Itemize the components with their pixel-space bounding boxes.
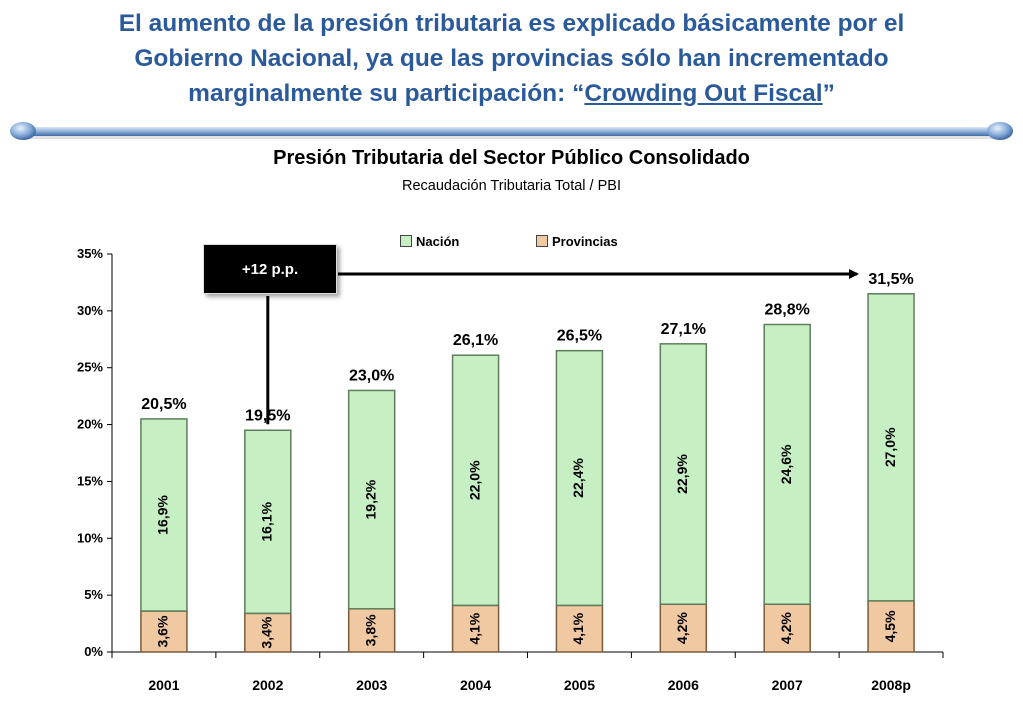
data-label-provincias: 4,1% — [570, 612, 586, 644]
data-label-nacion: 19,2% — [362, 479, 378, 519]
data-label-provincias: 3,4% — [259, 616, 275, 648]
bar-nacion — [347, 389, 396, 610]
headline-line-2: Gobierno Nacional, ya que las provincias… — [134, 45, 889, 72]
legend-item-nacion: Nación — [400, 234, 459, 249]
y-tick-label: 35% — [77, 246, 103, 261]
bar-nacion — [867, 293, 915, 602]
total-label: 31,5% — [868, 271, 913, 288]
headline-line-3: marginalmente su participación: “Crowdin… — [20, 76, 1003, 111]
bar-nacion — [451, 354, 500, 607]
total-label: 26,1% — [453, 332, 498, 349]
title-divider-rod — [10, 122, 1013, 140]
x-tick-label: 2008p — [871, 677, 911, 693]
data-label-provincias: 4,5% — [882, 610, 898, 642]
total-label: 27,1% — [661, 321, 706, 338]
x-tick-label: 2007 — [772, 677, 803, 693]
y-tick-label: 20% — [77, 417, 103, 432]
headline-line-1: El aumento de la presión tributaria es e… — [118, 10, 905, 37]
total-label: 28,8% — [765, 302, 810, 319]
data-label-nacion: 16,1% — [259, 501, 275, 541]
y-tick-label: 25% — [77, 360, 103, 375]
headline-quote: Crowding Out Fiscal — [584, 80, 823, 107]
total-label: 23,0% — [349, 367, 394, 384]
bar-provincias — [867, 600, 915, 653]
bar-provincias — [555, 604, 604, 653]
chart-subtitle: Recaudación Tributaria Total / PBI — [402, 178, 621, 194]
bar-provincias — [140, 610, 188, 653]
legend-item-provincias: Provincias — [536, 234, 618, 249]
y-tick-label: 0% — [84, 644, 103, 659]
bar-nacion — [659, 343, 708, 605]
chart-title: Presión Tributaria del Sector Público Co… — [273, 147, 750, 169]
bar-nacion — [555, 349, 604, 607]
bar-nacion — [140, 418, 188, 612]
legend-label-nacion: Nación — [416, 234, 460, 249]
bar-provincias — [659, 603, 708, 653]
bar-provincias — [451, 604, 500, 653]
x-tick-label: 2004 — [460, 677, 491, 693]
x-tick-label: 2002 — [252, 677, 283, 693]
headline-line-3-pre: marginalmente su participación: “ — [188, 80, 585, 107]
data-label-provincias: 4,1% — [466, 612, 482, 644]
x-tick-label: 2001 — [148, 677, 179, 693]
data-label-nacion: 22,4% — [570, 458, 586, 498]
total-label: 26,5% — [557, 328, 602, 345]
y-tick-label: 30% — [77, 303, 103, 318]
bar-provincias — [347, 608, 396, 653]
slide-headline: El aumento de la presión tributaria es e… — [20, 6, 1003, 111]
legend-swatch-nacion — [400, 235, 412, 247]
data-label-provincias: 4,2% — [674, 612, 690, 644]
x-tick-label: 2003 — [356, 677, 387, 693]
bar-nacion — [244, 429, 292, 615]
data-label-provincias: 3,6% — [155, 615, 171, 647]
data-label-nacion: 27,0% — [882, 427, 898, 467]
data-label-nacion: 24,6% — [778, 444, 794, 484]
x-tick-label: 2005 — [564, 677, 595, 693]
legend-label-provincias: Provincias — [552, 234, 618, 249]
data-label-nacion: 22,9% — [674, 454, 690, 494]
y-tick-label: 10% — [77, 530, 103, 545]
data-label-nacion: 22,0% — [466, 460, 482, 500]
x-tick-label: 2006 — [668, 677, 699, 693]
bar-nacion — [763, 323, 811, 605]
headline-line-3-post: ” — [822, 80, 835, 107]
y-tick-label: 5% — [84, 587, 103, 602]
callout-box: +12 p.p. — [203, 244, 337, 294]
data-label-nacion: 16,9% — [155, 495, 171, 535]
total-label: 20,5% — [141, 396, 186, 413]
legend-swatch-provincias — [536, 235, 548, 247]
data-label-provincias: 4,2% — [778, 612, 794, 644]
data-label-provincias: 3,8% — [362, 614, 378, 646]
y-tick-label: 15% — [77, 473, 103, 488]
